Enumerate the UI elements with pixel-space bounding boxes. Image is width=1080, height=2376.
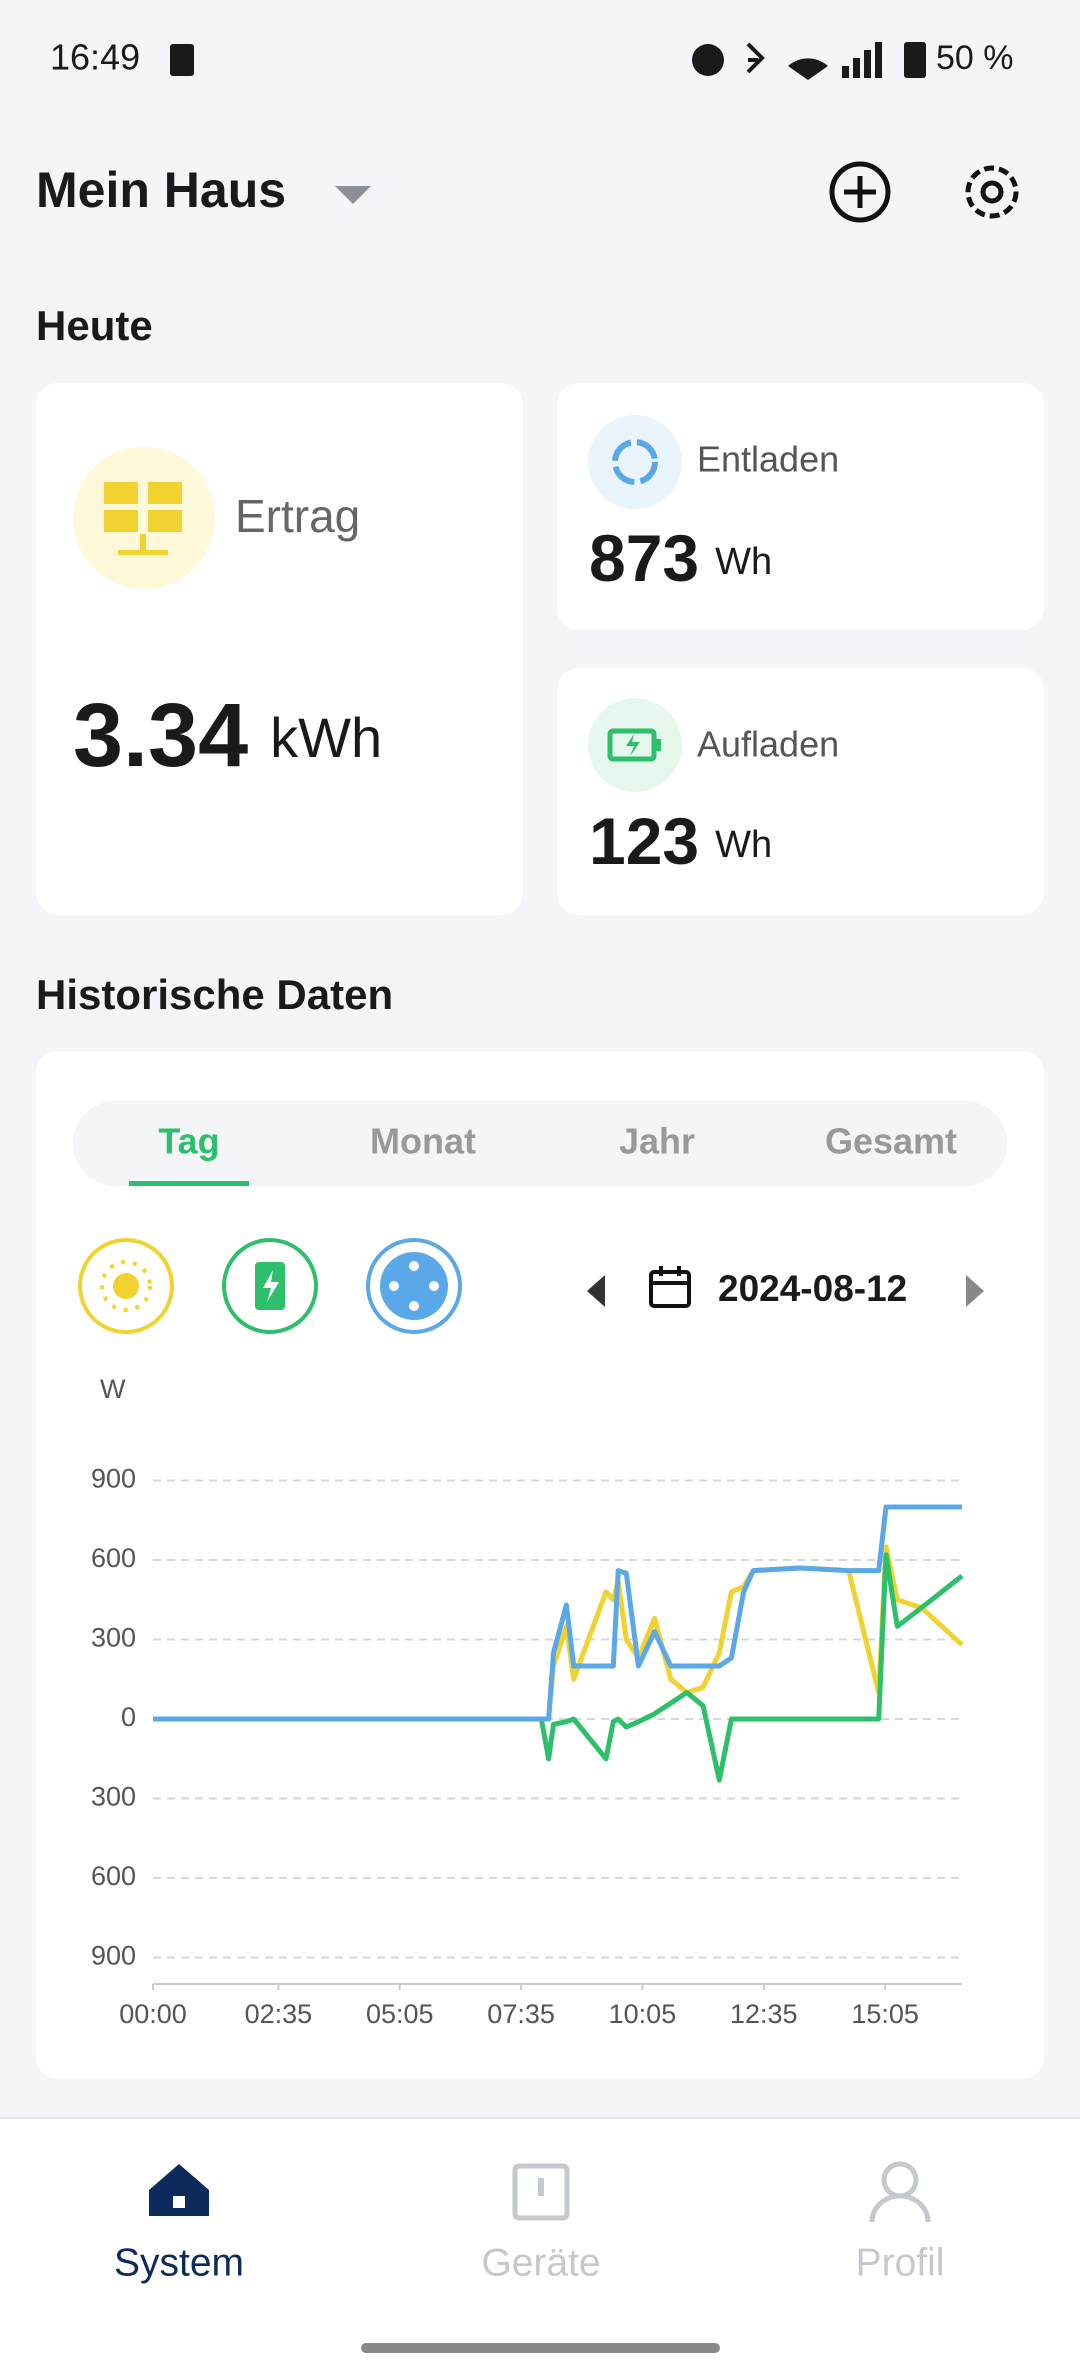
- solar-toggle[interactable]: [78, 1238, 174, 1334]
- settings-button[interactable]: [965, 165, 1019, 219]
- history-card: [36, 1051, 1044, 2079]
- home-icon[interactable]: [149, 2164, 209, 2216]
- discharge-unit: Wh: [715, 541, 772, 583]
- discharge-glyph: [612, 439, 658, 485]
- discharge-number: 873: [589, 521, 699, 595]
- x-tick-label: 15:05: [851, 1999, 919, 2029]
- home-title[interactable]: Mein Haus: [36, 162, 286, 218]
- section-title: Historische Daten: [36, 971, 393, 1018]
- tab[interactable]: Tag: [158, 1121, 219, 1162]
- add-button[interactable]: [829, 161, 891, 223]
- discharge-label: Entladen: [697, 439, 839, 480]
- next-date[interactable]: [966, 1275, 984, 1307]
- yield-label: Ertrag: [235, 490, 360, 542]
- bottom-nav: [0, 2118, 1080, 2376]
- charge-number: 123: [589, 804, 699, 878]
- nav-label[interactable]: Profil: [856, 2241, 945, 2284]
- x-tick-label: 02:35: [245, 1999, 313, 2029]
- y-axis-label: W: [100, 1374, 126, 1404]
- y-tick-label: 300: [91, 1782, 136, 1812]
- x-tick-label: 12:35: [730, 1999, 798, 2029]
- nav-label[interactable]: Geräte: [481, 2241, 600, 2284]
- profile-icon[interactable]: [869, 2161, 931, 2223]
- solar-icon: [104, 482, 182, 555]
- x-tick-label: 07:35: [487, 1999, 555, 2029]
- section-title: Heute: [36, 302, 153, 349]
- socket-glyph: [380, 1252, 448, 1320]
- sun-rays: [100, 1260, 152, 1312]
- tabs: Tag Monat Jahr Gesamt: [129, 1121, 957, 1186]
- battery-toggle[interactable]: [222, 1238, 318, 1334]
- charge-label: Aufladen: [697, 724, 839, 765]
- yield-unit: kWh: [270, 706, 382, 769]
- tab-underline: [129, 1181, 249, 1186]
- discharge-icon: [588, 415, 682, 509]
- charge-unit: Wh: [715, 824, 772, 866]
- charge-glyph: [607, 728, 661, 762]
- chart: W 900 600 300 0 300 600 900 00:00 02:35 05:05 07:3…: [91, 1374, 964, 2029]
- status-icon: [170, 44, 194, 76]
- calendar-icon[interactable]: [649, 1266, 691, 1308]
- nav-items: System Geräte Profil: [114, 2241, 944, 2284]
- y-tick-label: 300: [91, 1623, 136, 1653]
- status-time: 16:49: [50, 37, 140, 78]
- x-tick-label: 00:00: [119, 1999, 187, 2029]
- status-icons: [692, 42, 926, 80]
- y-tick-label: 600: [91, 1861, 136, 1891]
- discharge-card: [557, 383, 1044, 630]
- sun-glyph: [113, 1273, 139, 1299]
- series-line: [153, 1552, 964, 1783]
- charge-value: 123 Wh: [589, 804, 772, 878]
- socket-holes: [389, 1261, 439, 1311]
- date-label[interactable]: 2024-08-12: [718, 1268, 907, 1309]
- y-tick-label: 900: [91, 1941, 136, 1971]
- series-line: [153, 1504, 962, 1722]
- tab-bar: [73, 1101, 1007, 1186]
- home-indicator: [361, 2343, 720, 2353]
- y-tick-label: 0: [121, 1702, 136, 1732]
- tab[interactable]: Gesamt: [825, 1121, 957, 1162]
- x-tick-label: 10:05: [609, 1999, 677, 2029]
- prev-date[interactable]: [587, 1275, 605, 1307]
- tab[interactable]: Monat: [370, 1121, 476, 1162]
- y-tick-label: 600: [91, 1543, 136, 1573]
- y-tick-label: 900: [91, 1464, 136, 1494]
- bolt-glyph: [263, 1270, 279, 1302]
- yield-value: 3.34 kWh: [73, 686, 382, 786]
- status-battery: 50 %: [936, 39, 1014, 77]
- tab[interactable]: Jahr: [619, 1121, 695, 1162]
- yield-number: 3.34: [73, 686, 248, 786]
- devices-icon[interactable]: [512, 2163, 570, 2221]
- nav-label[interactable]: System: [114, 2241, 244, 2284]
- dropdown-arrow[interactable]: [335, 186, 371, 204]
- grid-toggle[interactable]: [366, 1238, 462, 1334]
- x-tick-label: 05:05: [366, 1999, 434, 2029]
- discharge-value: 873 Wh: [589, 521, 772, 595]
- yield-icon: [73, 447, 215, 589]
